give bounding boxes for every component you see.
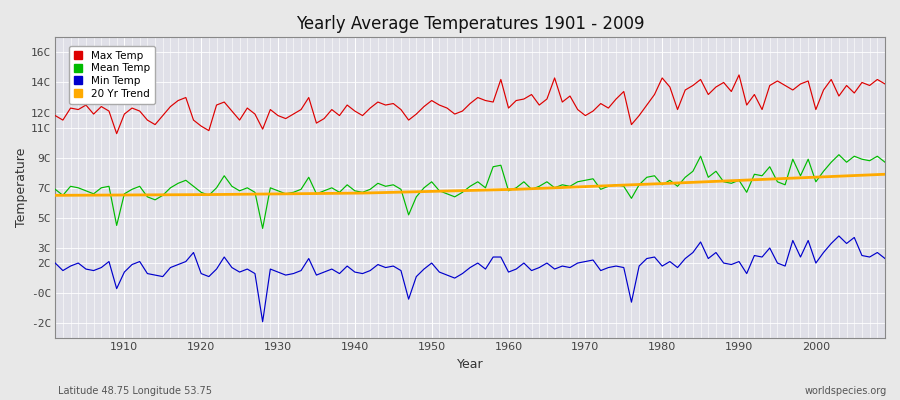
Y-axis label: Temperature: Temperature (15, 148, 28, 228)
Text: worldspecies.org: worldspecies.org (805, 386, 886, 396)
Title: Yearly Average Temperatures 1901 - 2009: Yearly Average Temperatures 1901 - 2009 (296, 15, 644, 33)
Legend: Max Temp, Mean Temp, Min Temp, 20 Yr Trend: Max Temp, Mean Temp, Min Temp, 20 Yr Tre… (68, 46, 155, 104)
Text: Latitude 48.75 Longitude 53.75: Latitude 48.75 Longitude 53.75 (58, 386, 212, 396)
X-axis label: Year: Year (457, 358, 483, 371)
